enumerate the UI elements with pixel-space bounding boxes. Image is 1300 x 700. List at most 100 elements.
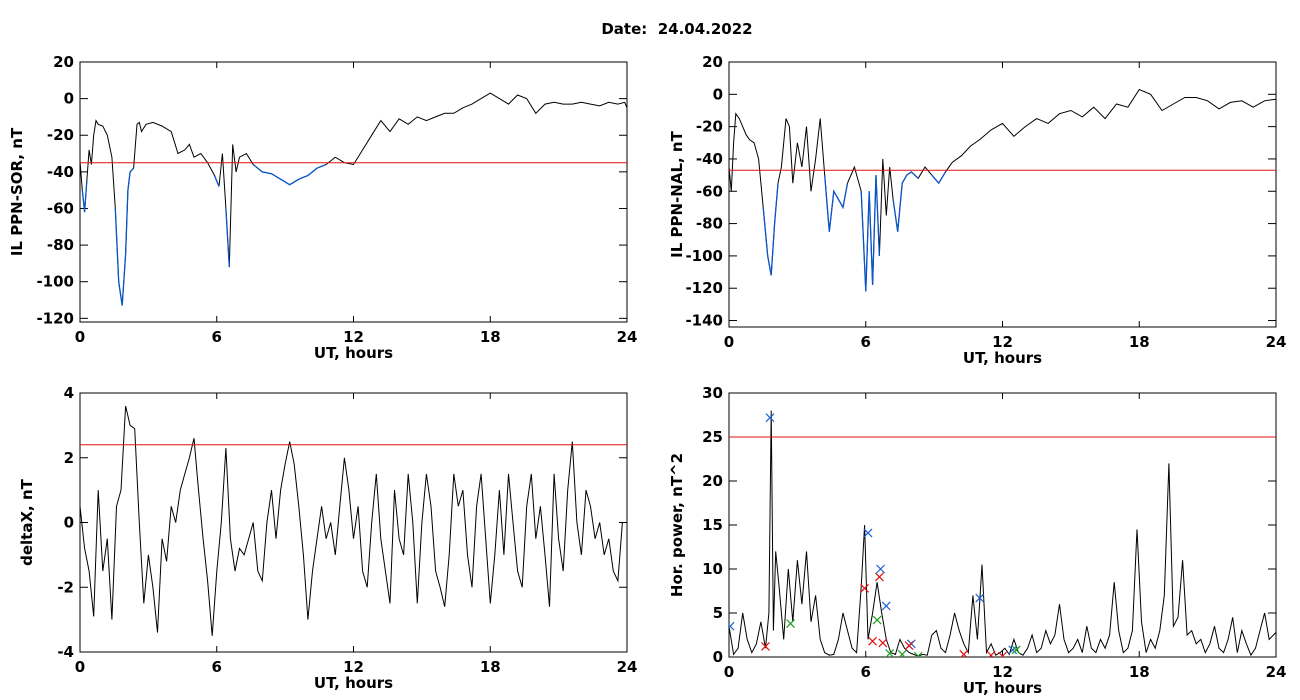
- plot-frame: [79, 61, 628, 323]
- x-tick-label: 18: [480, 658, 501, 676]
- red-event-marker: [998, 651, 1007, 657]
- y-tick-label: 20: [702, 472, 723, 490]
- marker-stroke: [876, 564, 885, 574]
- chart-panel-1: 0 6 12 18 24 20 0 -20 -40 -60 -80 -100 -120 UT, hours…: [8, 53, 637, 362]
- red-event-marker: [868, 636, 878, 646]
- blue-event-marker: [876, 564, 885, 574]
- y-tick-label: -80: [696, 215, 723, 233]
- x-tick-label: 6: [861, 663, 871, 681]
- green-event-marker: [1011, 645, 1021, 655]
- x-axis-title: UT, hours: [963, 679, 1042, 697]
- y-tick-label: -120: [685, 279, 723, 297]
- x-tick-label: 12: [992, 663, 1013, 681]
- x-tick-label: 24: [1266, 663, 1287, 681]
- x-tick-label: 12: [343, 658, 364, 676]
- y-tick-label: -60: [696, 182, 723, 200]
- x-tick-label: 18: [1129, 663, 1150, 681]
- marker-stroke: [975, 593, 985, 603]
- marker-stroke: [904, 641, 914, 650]
- marker-stroke: [1011, 645, 1021, 655]
- y-tick-label: -2: [57, 578, 74, 596]
- below-threshold-trace: [252, 163, 327, 186]
- blue-event-marker: [975, 593, 985, 603]
- y-tick-label: -100: [685, 247, 723, 265]
- red-event-marker: [875, 572, 884, 582]
- marker-stroke: [881, 601, 891, 611]
- below-threshold-trace: [931, 171, 947, 185]
- data-trace: [80, 92, 627, 306]
- blue-event-marker: [1008, 645, 1018, 655]
- plot-frame: [728, 61, 1277, 328]
- plot-area: [729, 88, 1276, 292]
- blue-event-marker: [765, 413, 775, 423]
- marker-stroke: [960, 649, 969, 657]
- y-tick-label: -60: [47, 199, 74, 217]
- green-event-marker: [897, 649, 907, 657]
- chart-panel-3: 0 6 12 18 24 4 2 0 -2 -4 UT, hours deltaX, nT: [18, 384, 637, 692]
- x-tick-label: 24: [617, 658, 638, 676]
- marker-stroke: [786, 619, 795, 628]
- y-tick-label: -80: [47, 236, 74, 254]
- y-tick-label: -140: [685, 312, 723, 330]
- marker-stroke: [988, 650, 996, 657]
- x-axis-title: UT, hours: [314, 674, 393, 692]
- y-tick-label: 20: [702, 53, 723, 71]
- below-threshold-trace: [824, 175, 849, 232]
- x-axis-title: UT, hours: [963, 349, 1042, 367]
- green-event-marker: [913, 651, 923, 657]
- data-trace: [80, 405, 627, 636]
- plot-area: [80, 92, 627, 306]
- x-tick-label: 0: [75, 328, 85, 346]
- marker-stroke: [761, 642, 770, 651]
- red-event-marker: [761, 642, 770, 651]
- chart-panel-4: 0 6 12 18 24 30 25 20 15 10 5 0 UT, hours Hor. power,…: [668, 384, 1286, 697]
- y-tick-label: 25: [702, 428, 723, 446]
- marker-stroke: [863, 528, 873, 538]
- y-tick-label: 0: [713, 648, 723, 666]
- green-event-marker: [885, 649, 895, 657]
- red-event-marker: [959, 649, 969, 657]
- plot-area: [729, 410, 1276, 657]
- red-event-marker: [904, 641, 914, 650]
- marker-stroke: [875, 572, 884, 582]
- y-tick-label: -120: [36, 309, 74, 327]
- marker-stroke: [898, 649, 907, 657]
- figure-date-title: Date: 24.04.2022: [601, 20, 752, 38]
- blue-event-marker: [881, 601, 891, 611]
- x-tick-label: 24: [1266, 333, 1287, 351]
- y-tick-label: -20: [47, 126, 74, 144]
- y-tick-label: 2: [64, 449, 74, 467]
- y-tick-label: -4: [57, 643, 74, 661]
- red-event-marker: [878, 638, 888, 648]
- x-tick-label: 0: [724, 333, 734, 351]
- below-threshold-trace: [860, 175, 881, 292]
- y-tick-label: 15: [702, 516, 723, 534]
- x-tick-label: 12: [343, 328, 364, 346]
- x-tick-label: 6: [861, 333, 871, 351]
- marker-stroke: [860, 583, 870, 593]
- plot-frame: [79, 392, 628, 653]
- y-tick-label: -100: [36, 273, 74, 291]
- x-tick-label: 0: [75, 658, 85, 676]
- x-tick-label: 6: [212, 328, 222, 346]
- x-tick-label: 6: [212, 658, 222, 676]
- blue-event-marker: [863, 528, 873, 538]
- y-tick-label: 0: [64, 514, 74, 532]
- marker-stroke: [868, 636, 878, 646]
- below-threshold-trace: [225, 208, 230, 268]
- below-threshold-trace: [762, 183, 779, 276]
- x-tick-label: 0: [724, 663, 734, 681]
- blue-event-marker: [729, 621, 735, 631]
- x-axis-title: UT, hours: [314, 344, 393, 362]
- red-event-marker: [860, 583, 870, 593]
- y-axis-title: deltaX, nT: [18, 478, 36, 566]
- marker-stroke: [1008, 645, 1018, 655]
- green-event-marker: [872, 615, 882, 625]
- green-event-marker: [786, 619, 795, 628]
- below-threshold-trace: [892, 171, 919, 232]
- chart-panel-2: 0 6 12 18 24 20 0 -20 -40 -60 -80 -100 -120 -140 UT, h…: [668, 53, 1286, 367]
- marker-stroke: [1000, 651, 1007, 657]
- below-threshold-trace: [81, 180, 88, 213]
